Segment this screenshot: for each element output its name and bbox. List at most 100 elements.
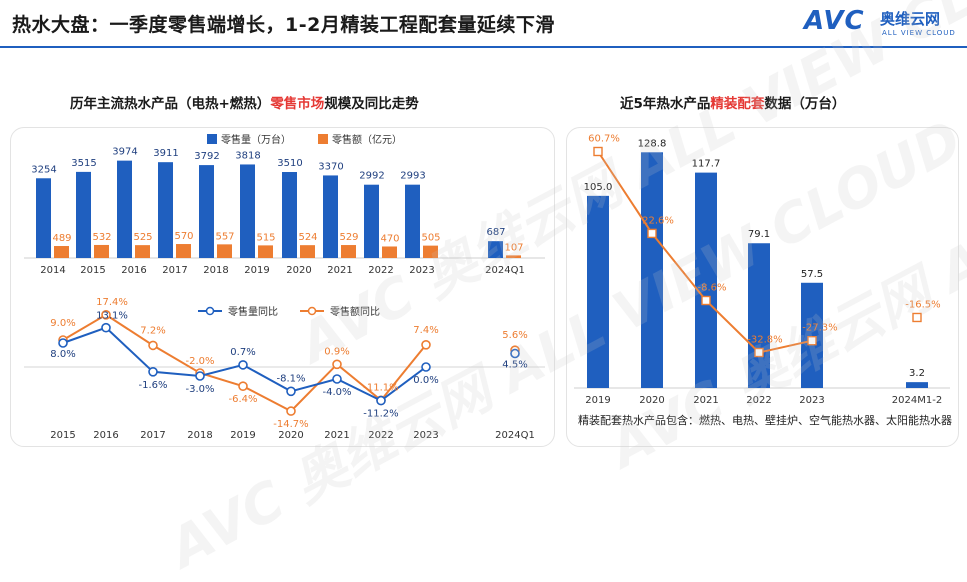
data-point: [807, 335, 817, 346]
x-tick-label: 2019: [230, 430, 255, 441]
data-point: [376, 395, 386, 406]
data-label: 0.9%: [324, 346, 349, 357]
data-point: [421, 339, 431, 350]
data-label: 470: [380, 233, 399, 244]
data-point: [286, 406, 296, 416]
bar-retail-value: [506, 255, 521, 258]
data-label: 2993: [400, 171, 425, 182]
data-label: -8.1%: [276, 373, 305, 384]
x-tick-label: 2023: [413, 430, 438, 441]
x-tick-label: 2022: [368, 430, 393, 441]
data-label: -8.6%: [697, 282, 726, 293]
x-tick-label: 2021: [324, 430, 349, 441]
data-label: 505: [421, 233, 440, 244]
data-point: [593, 146, 603, 157]
data-point: [195, 371, 205, 381]
bar-supply-volume: [641, 152, 663, 388]
x-tick-label: 2016: [93, 430, 118, 441]
x-tick-label: 2019: [585, 395, 610, 406]
data-label: 3792: [194, 151, 219, 162]
data-point: [647, 228, 657, 239]
data-label: 557: [215, 231, 234, 242]
avc-logo: AVC: [804, 6, 865, 36]
x-tick-label: 2023: [409, 265, 434, 276]
bar-retail-value: [382, 246, 397, 258]
x-tick-label: 2024M1-2: [892, 395, 942, 406]
left-title-pre: 历年主流热水产品（电热+燃热）: [70, 96, 271, 112]
x-tick-label: 2018: [203, 265, 228, 276]
left-title-highlight: 零售市场: [270, 96, 325, 112]
bar-supply-volume: [801, 282, 823, 388]
data-label: -32.8%: [747, 335, 782, 346]
bar-retail-volume: [405, 184, 420, 258]
x-tick-label: 2022: [746, 395, 771, 406]
bar-retail-volume: [117, 160, 132, 258]
data-label: -1.6%: [138, 380, 167, 391]
data-label: 57.5: [801, 269, 823, 280]
data-label: -4.0%: [322, 387, 351, 398]
bar-retail-volume: [76, 171, 91, 258]
data-label: 4.5%: [502, 360, 527, 371]
avc-logo-en: ALL VIEW CLOUD: [882, 29, 956, 37]
x-tick-label: 2016: [121, 265, 146, 276]
data-label: -6.4%: [228, 394, 257, 405]
right-section-title: 近5年热水产品精装配套数据（万台）: [620, 92, 845, 112]
legend-marker: [205, 306, 215, 316]
bar-supply-volume: [906, 382, 928, 388]
bar-retail-volume: [364, 184, 379, 258]
header: 热水大盘：一季度零售端增长，1-2月精装工程配套量延续下滑 AVC 奥维云网 A…: [0, 0, 967, 50]
data-label: -14.7%: [273, 419, 308, 430]
x-tick-label: 2015: [80, 265, 105, 276]
data-label: 79.1: [748, 229, 770, 240]
data-label: -16.5%: [905, 299, 940, 310]
data-point: [286, 386, 296, 397]
bar-retail-value: [94, 244, 109, 258]
data-label: 8.0%: [50, 349, 75, 360]
data-label: 525: [133, 232, 152, 243]
data-label: 532: [92, 232, 111, 243]
data-label: -2.0%: [185, 356, 214, 367]
x-tick-label: 2022: [368, 265, 393, 276]
data-label: -3.0%: [185, 384, 214, 395]
data-label: 515: [256, 232, 275, 243]
x-tick-label: 2017: [162, 265, 187, 276]
bar-supply-volume: [587, 195, 609, 388]
bar-retail-volume: [199, 165, 214, 258]
bar-retail-volume: [282, 172, 297, 258]
data-point: [148, 366, 158, 377]
data-label: 570: [174, 231, 193, 242]
data-label: 9.0%: [50, 318, 75, 329]
left-title-post: 规模及同比走势: [324, 96, 419, 112]
x-tick-label: 2020: [286, 265, 311, 276]
bar-retail-value: [300, 245, 315, 258]
bar-retail-value: [423, 245, 438, 258]
x-tick-label: 2020: [278, 430, 303, 441]
right-title-highlight: 精装配套: [710, 96, 765, 112]
header-divider: [0, 46, 967, 48]
bar-retail-volume: [240, 164, 255, 258]
data-point: [510, 348, 520, 359]
legend-label: 零售量（万台）: [221, 133, 291, 146]
data-label: 3515: [71, 158, 96, 169]
data-point: [58, 338, 68, 348]
legend-swatch: [207, 134, 217, 144]
page-title: 热水大盘：一季度零售端增长，1-2月精装工程配套量延续下滑: [12, 14, 555, 36]
legend-marker: [307, 306, 317, 316]
data-label: 3370: [318, 161, 343, 172]
data-label: 3818: [235, 150, 260, 161]
bar-retail-value: [258, 245, 273, 258]
bar-supply-volume: [695, 172, 717, 388]
data-label: 117.7: [692, 159, 721, 170]
right-title-post: 数据（万台）: [764, 96, 846, 112]
data-label: -27.3%: [802, 323, 837, 334]
data-label: 489: [52, 233, 71, 244]
retail-bar-chart: 零售量（万台） 零售额（亿元） 3254 489 2014 3515 532 2015 3974…: [24, 133, 950, 441]
data-label: 2992: [359, 171, 384, 182]
data-label: -11.1%: [363, 382, 398, 393]
data-label: 687: [486, 227, 505, 238]
x-tick-label: 2024Q1: [485, 265, 525, 276]
data-point: [701, 295, 711, 306]
data-label: 7.4%: [413, 325, 438, 336]
data-label: 3254: [31, 164, 56, 175]
data-label: 60.7%: [588, 133, 620, 144]
